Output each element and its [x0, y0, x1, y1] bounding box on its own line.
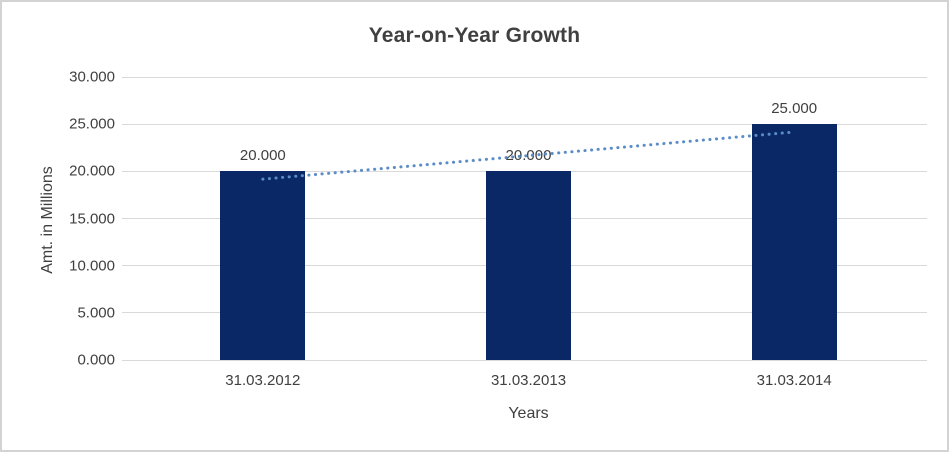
x-tick-label: 31.03.2012: [225, 372, 301, 389]
y-axis-title: Amt. in Millions: [39, 166, 56, 274]
bar-31.03.2012: [220, 171, 306, 360]
bar-value-label: 25.000: [771, 100, 818, 118]
bar-31.03.2013: [486, 171, 571, 360]
y-tick-label: 5.000: [77, 304, 115, 322]
gridline: [130, 76, 927, 78]
x-axis-title: Years: [508, 405, 549, 422]
y-tick-label: 30.000: [69, 68, 115, 86]
x-tick-label: 31.03.2014: [756, 372, 832, 389]
y-tick-label: 15.000: [69, 210, 115, 227]
bar-value-label: 20.000: [505, 147, 552, 165]
y-axis-tick-mark: [122, 359, 130, 361]
y-tick-label: 20.000: [69, 162, 115, 180]
y-tick-label: 0.000: [77, 351, 115, 369]
chart-title: Year-on-Year Growth: [368, 24, 581, 47]
y-axis-tick-mark: [122, 218, 130, 219]
y-axis-tick-mark: [122, 265, 130, 267]
x-tick-label: 31.03.2013: [490, 372, 567, 389]
bar-31.03.2014: [751, 124, 837, 360]
bar-value-label: 20.000: [239, 147, 286, 165]
y-axis-tick-mark: [122, 123, 130, 125]
y-tick-label: 10.000: [69, 257, 115, 275]
plot-area: Years 30.000 25.000 20.000 15.000 10.000 5.00…: [69, 69, 927, 422]
y-axis-tick-mark: [122, 312, 130, 314]
gridline: [130, 123, 927, 125]
gridline: [130, 359, 927, 361]
y-axis-tick-mark: [122, 170, 130, 172]
y-axis-tick-mark: [122, 76, 130, 78]
y-tick-label: 25.000: [69, 115, 115, 133]
